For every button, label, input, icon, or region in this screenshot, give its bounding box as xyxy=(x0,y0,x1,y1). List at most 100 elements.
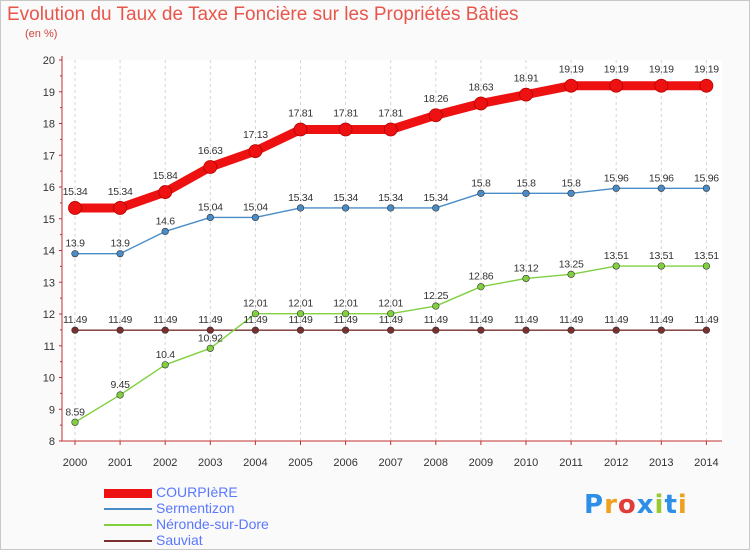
data-label: 11.49 xyxy=(63,314,87,326)
data-label: 11.49 xyxy=(694,314,718,326)
legend-swatch xyxy=(104,524,152,526)
x-tick-label: 2007 xyxy=(378,457,402,469)
data-point xyxy=(383,122,398,137)
data-point xyxy=(116,326,124,334)
data-label: 13.51 xyxy=(604,250,629,262)
data-label: 19.19 xyxy=(604,64,629,76)
x-tick-label: 2010 xyxy=(514,457,538,469)
data-point xyxy=(206,326,214,334)
data-point xyxy=(113,201,127,215)
data-label: 11.49 xyxy=(559,314,583,326)
data-label: 8.59 xyxy=(65,406,85,418)
legend-label: Sauviat xyxy=(156,532,203,548)
data-label: 17.81 xyxy=(378,108,403,120)
data-point xyxy=(158,185,173,199)
data-label: 11.49 xyxy=(153,314,177,326)
data-label: 15.04 xyxy=(198,201,223,213)
data-point xyxy=(342,310,350,318)
data-label: 19.19 xyxy=(559,64,584,76)
data-point xyxy=(203,160,218,174)
data-label: 17.81 xyxy=(288,108,313,120)
data-point xyxy=(519,87,533,102)
data-label: 11.49 xyxy=(289,314,313,326)
data-point xyxy=(71,326,79,334)
data-label: 13.25 xyxy=(559,258,584,270)
x-tick-label: 2011 xyxy=(559,457,583,469)
x-tick-label: 2012 xyxy=(604,457,628,469)
legend-label: Sermentizon xyxy=(156,500,235,516)
logo-letter: P xyxy=(584,490,605,520)
data-point xyxy=(702,326,711,334)
data-point xyxy=(71,418,79,426)
y-tick-label: 17 xyxy=(43,150,55,162)
data-point xyxy=(116,250,124,258)
legend-label: COURPIèRE xyxy=(156,484,238,500)
data-point xyxy=(657,184,665,192)
data-label: 11.49 xyxy=(334,314,358,326)
data-point xyxy=(702,184,711,192)
data-point xyxy=(567,270,575,278)
data-label: 13.12 xyxy=(514,262,539,274)
data-point xyxy=(522,274,530,283)
data-label: 15.34 xyxy=(333,192,358,204)
data-point xyxy=(654,78,669,93)
data-point xyxy=(338,122,353,137)
data-point xyxy=(699,78,714,93)
data-label: 15.34 xyxy=(378,192,403,204)
legend-label: Néronde-sur-Dore xyxy=(156,516,269,532)
unit-label: (en %) xyxy=(25,28,58,40)
data-point xyxy=(657,262,665,270)
data-point xyxy=(428,108,443,123)
data-label: 11.49 xyxy=(649,314,673,326)
data-label: 15.04 xyxy=(243,201,268,213)
logo-letter: i xyxy=(677,490,688,520)
data-label: 15.8 xyxy=(471,177,491,189)
legend-swatch xyxy=(104,540,152,542)
data-point xyxy=(71,250,79,258)
data-point xyxy=(612,184,620,192)
data-label: 11.49 xyxy=(243,314,267,326)
data-label: 11.49 xyxy=(198,314,222,326)
x-tick-label: 2009 xyxy=(469,457,493,469)
data-point xyxy=(116,391,124,399)
logo-letter: t xyxy=(664,490,678,520)
data-point xyxy=(432,302,440,310)
y-tick-label: 10 xyxy=(43,373,55,385)
legend-swatch xyxy=(104,508,152,510)
data-point xyxy=(251,213,259,222)
x-tick-label: 2014 xyxy=(694,457,718,469)
data-label: 18.26 xyxy=(423,93,448,105)
data-label: 11.49 xyxy=(604,314,628,326)
x-tick-label: 2000 xyxy=(63,457,87,469)
x-tick-label: 2013 xyxy=(649,457,673,469)
data-label: 15.34 xyxy=(108,186,133,198)
proxiti-logo: Proxiti xyxy=(584,490,688,520)
data-point xyxy=(206,213,214,222)
data-point xyxy=(612,326,620,334)
data-point xyxy=(296,204,305,212)
data-label: 15.8 xyxy=(516,177,536,189)
x-tick-label: 2002 xyxy=(153,457,177,469)
data-point xyxy=(293,122,308,137)
data-label: 13.51 xyxy=(649,250,674,262)
data-point xyxy=(387,204,395,212)
y-tick-label: 11 xyxy=(44,341,55,353)
data-point xyxy=(657,326,665,334)
data-point xyxy=(432,204,440,212)
data-point xyxy=(342,326,350,334)
data-label: 12.01 xyxy=(243,298,268,310)
data-point xyxy=(567,189,575,197)
x-tick-label: 2008 xyxy=(424,457,448,469)
x-tick-label: 2004 xyxy=(243,457,267,469)
y-tick-label: 19 xyxy=(43,87,55,99)
data-point xyxy=(387,326,395,334)
data-label: 11.49 xyxy=(424,314,448,326)
data-label: 15.8 xyxy=(561,177,581,189)
legend-swatch xyxy=(104,488,152,498)
y-tick-label: 14 xyxy=(43,246,55,258)
data-point xyxy=(248,144,263,159)
data-label: 15.96 xyxy=(604,172,629,184)
data-point xyxy=(609,78,624,93)
data-label: 11.49 xyxy=(379,314,403,326)
